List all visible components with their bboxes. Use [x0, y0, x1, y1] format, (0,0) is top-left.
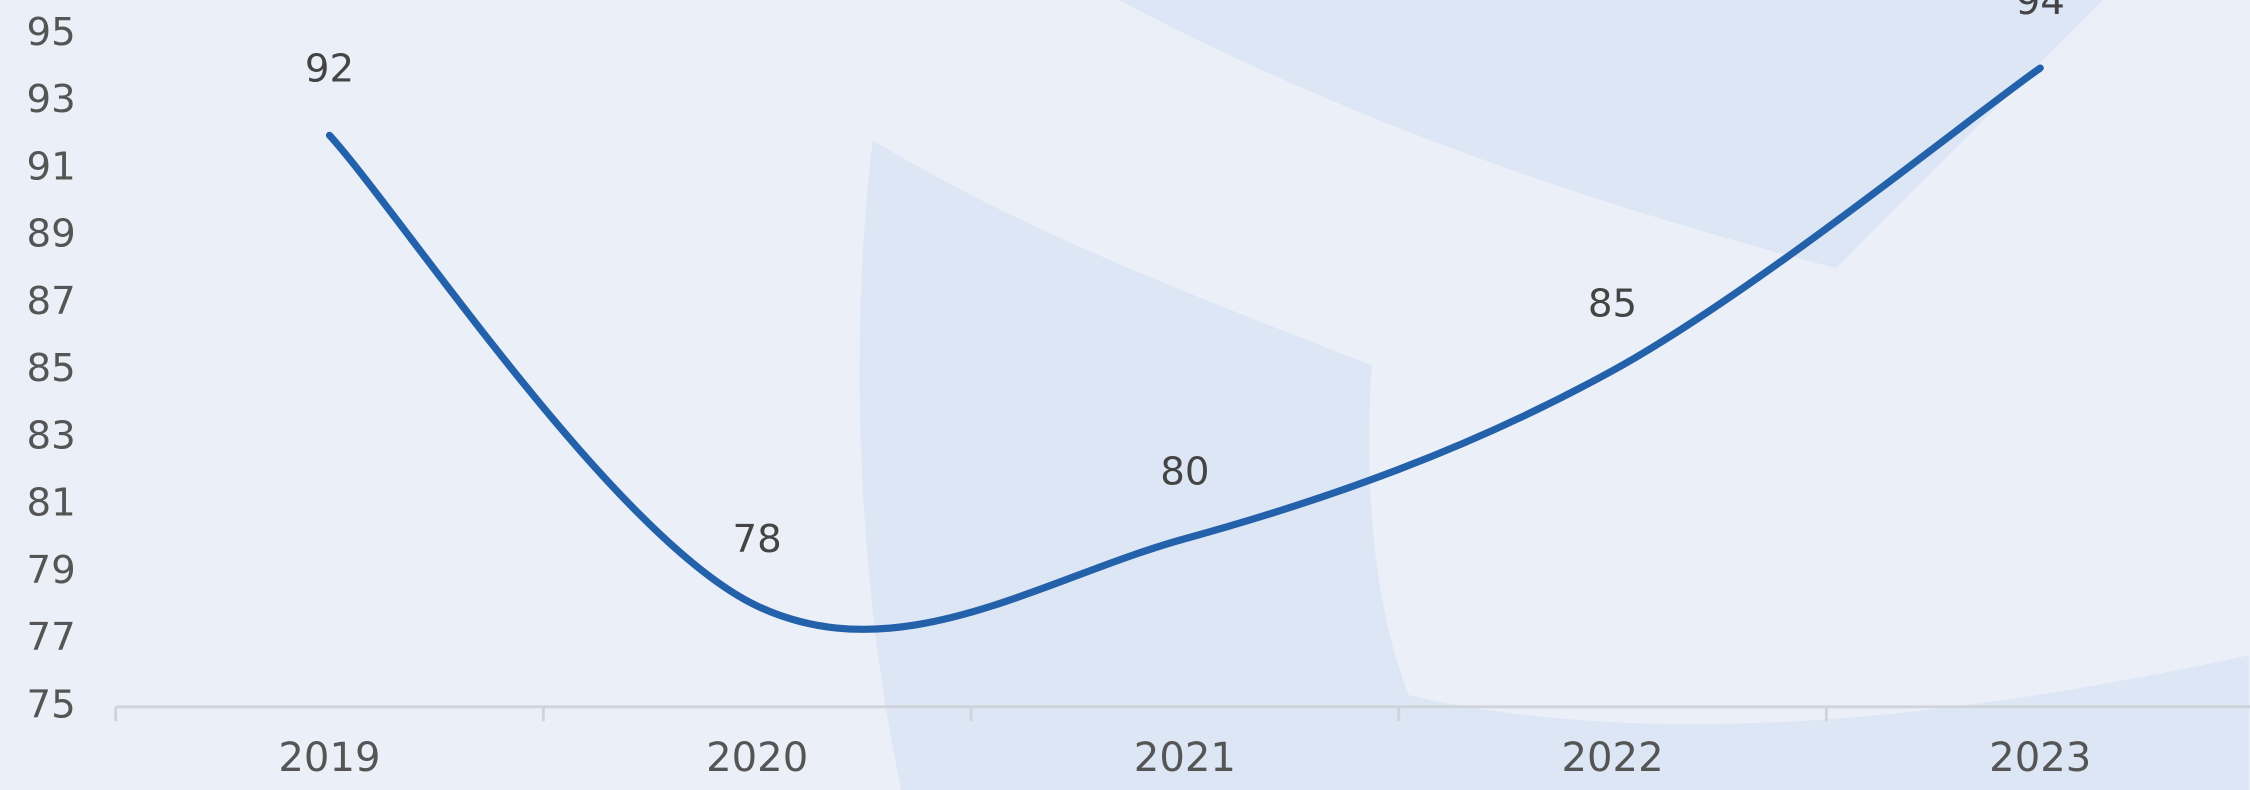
x-tick-label: 2020 [706, 735, 808, 781]
x-tick-label: 2022 [1561, 735, 1663, 781]
y-tick-label: 87 [26, 279, 75, 324]
y-tick-label: 91 [26, 144, 75, 189]
y-tick-label: 75 [26, 682, 75, 727]
y-tick-label: 89 [26, 212, 75, 257]
y-tick-label: 93 [26, 77, 75, 122]
y-tick-label: 77 [26, 615, 75, 660]
decor-shape [859, 140, 2250, 790]
line [325, 64, 2044, 633]
x-tick-label: 2023 [1989, 735, 2091, 781]
y-tick-label: 85 [26, 346, 75, 391]
data-label: 92 [305, 46, 354, 91]
data-label: 80 [1160, 450, 1209, 495]
y-tick-label: 83 [26, 413, 75, 458]
data-label: 85 [1588, 282, 1637, 327]
data-label: 78 [733, 517, 782, 562]
x-tick-label: 2021 [1134, 735, 1236, 781]
plot-area: 75 77 79 81 83 85 87 89 91 93 95 2019 2020 2021 2022 20… [26, 0, 2250, 781]
y-tick-label: 79 [26, 548, 75, 593]
y-tick-label: 81 [26, 481, 75, 526]
data-label: 94 [2016, 0, 2065, 24]
x-tick-label: 2019 [278, 735, 380, 781]
decor-shape [1119, 0, 2103, 269]
y-tick-label: 95 [26, 10, 75, 55]
